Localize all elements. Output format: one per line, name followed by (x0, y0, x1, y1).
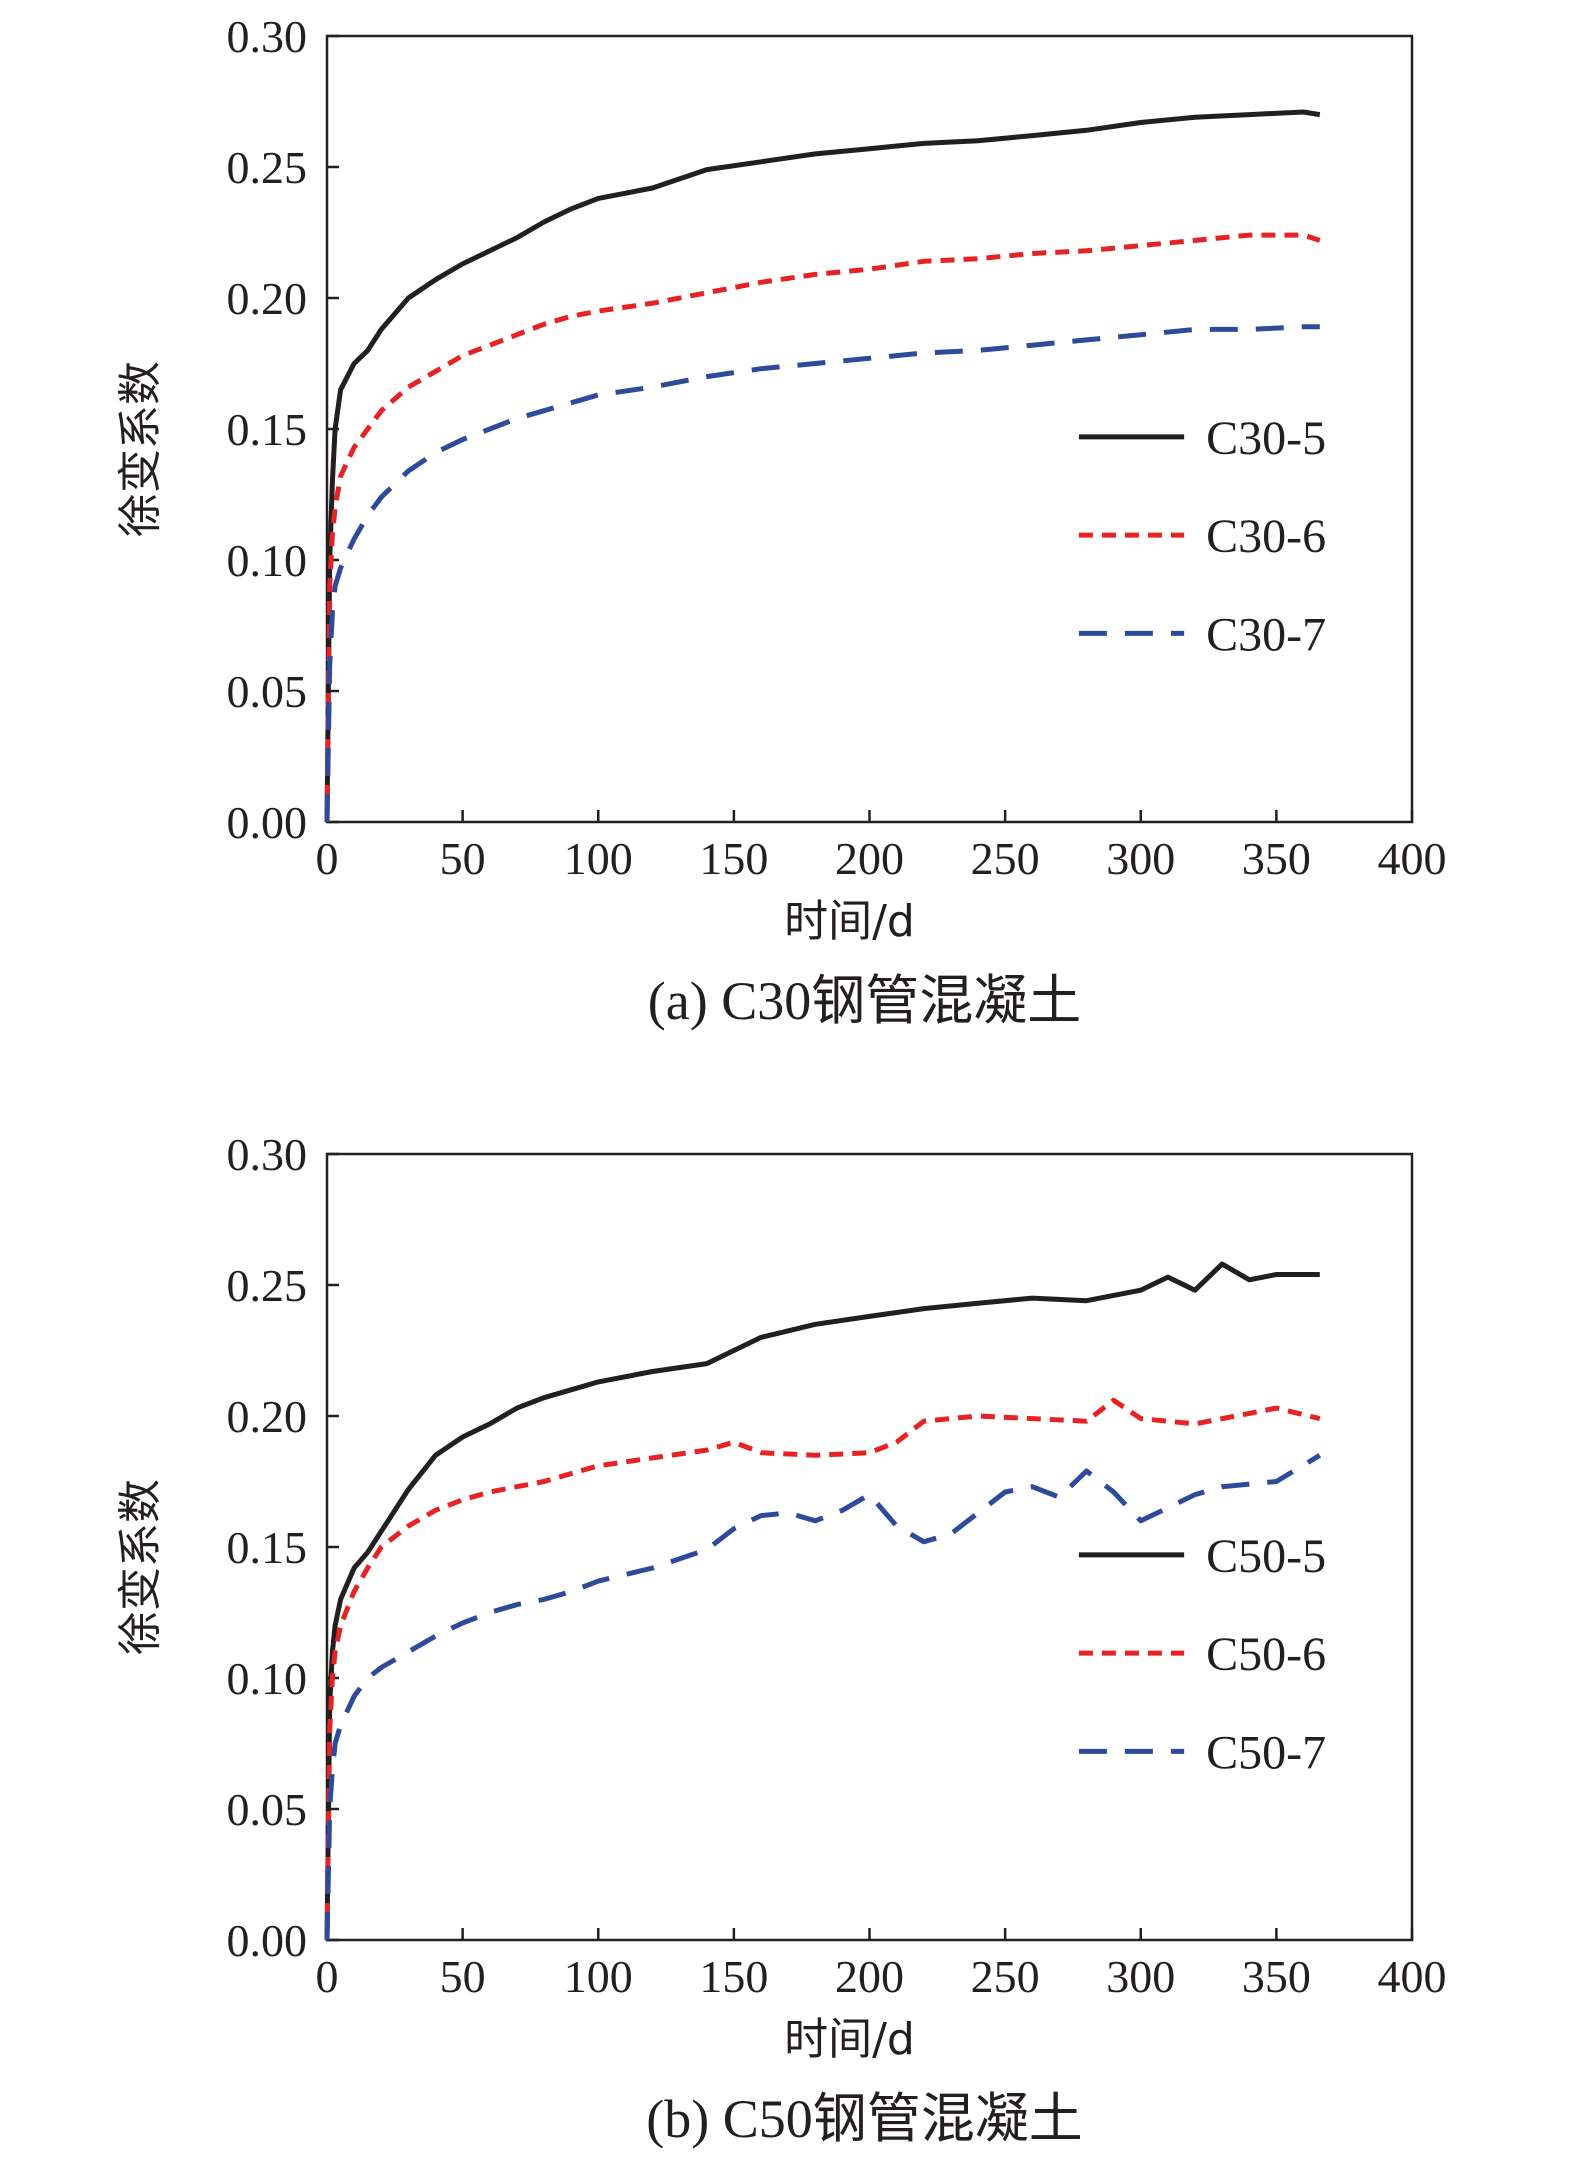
x-tick-label: 150 (699, 833, 768, 884)
x-tick-label: 100 (564, 1951, 633, 2002)
legend: C50-5 C50-6 C50-7 (1078, 1530, 1326, 1779)
x-tick-label: 250 (971, 833, 1040, 884)
legend-label: C30-6 (1206, 510, 1326, 563)
x-tick-label: 0 (316, 833, 339, 884)
legend-label: C50-7 (1206, 1726, 1326, 1779)
y-tick-label: 0.15 (227, 404, 308, 455)
x-axis-label: 时间/d (784, 896, 915, 947)
x-tick-label: 200 (835, 1951, 904, 2002)
x-tick-label: 0 (316, 1951, 339, 2002)
x-tick-label: 50 (440, 1951, 486, 2002)
x-tick-label: 150 (699, 1951, 768, 2002)
y-tick-label: 0.20 (227, 273, 308, 324)
y-tick-label: 0.10 (227, 1653, 308, 1704)
series-line-1 (324, 1397, 1321, 1941)
x-tick-label: 350 (1242, 1951, 1311, 2002)
series-line-2 (324, 324, 1320, 823)
y-tick-label: 0.15 (227, 1522, 308, 1573)
legend-label: C30-7 (1206, 608, 1326, 661)
y-tick-label: 0.05 (227, 1784, 308, 1835)
y-tick-label: 0.20 (227, 1391, 308, 1442)
x-tick-label: 50 (440, 833, 486, 884)
legend: C30-5 C30-6 C30-7 (1078, 412, 1326, 661)
legend-label: C30-5 (1206, 412, 1326, 465)
x-tick-label: 200 (835, 833, 904, 884)
legend-label: C50-6 (1206, 1628, 1326, 1681)
x-tick-label: 100 (564, 833, 633, 884)
y-tick-label: 0.05 (227, 666, 308, 717)
legend-label: C50-5 (1206, 1530, 1326, 1583)
series-line-0 (324, 109, 1321, 823)
series-line-2 (324, 1453, 1322, 1941)
y-tick-label: 0.25 (227, 142, 308, 193)
figure-caption: (a) C30钢管混凝土 (648, 971, 1081, 1031)
x-tick-label: 250 (971, 1951, 1040, 2002)
series-line-1 (324, 232, 1321, 823)
y-tick-label: 0.30 (227, 11, 308, 62)
x-tick-label: 300 (1106, 1951, 1175, 2002)
y-tick-label: 0.25 (227, 1260, 308, 1311)
x-tick-label: 400 (1378, 833, 1447, 884)
x-axis-label: 时间/d (784, 2014, 915, 2065)
x-tick-label: 400 (1378, 1951, 1447, 2002)
chart-panel-0: 0 50 100 150 200 250 300 350 400 0.00 0.05 0.10 0.15… (115, 11, 1447, 1031)
x-tick-label: 300 (1106, 833, 1175, 884)
series-line-0 (324, 1261, 1320, 1941)
figure-caption: (b) C50钢管混凝土 (646, 2089, 1082, 2149)
y-axis-label: 徐变系数 (115, 361, 166, 537)
y-tick-label: 0.00 (227, 797, 308, 848)
y-tick-label: 0.10 (227, 535, 308, 586)
chart-panel-1: 0 50 100 150 200 250 300 350 400 0.00 0.05 0.10 0.15… (115, 1129, 1447, 2149)
y-axis-label: 徐变系数 (115, 1479, 166, 1655)
y-tick-label: 0.30 (227, 1129, 308, 1180)
x-tick-label: 350 (1242, 833, 1311, 884)
y-tick-label: 0.00 (227, 1915, 308, 1966)
